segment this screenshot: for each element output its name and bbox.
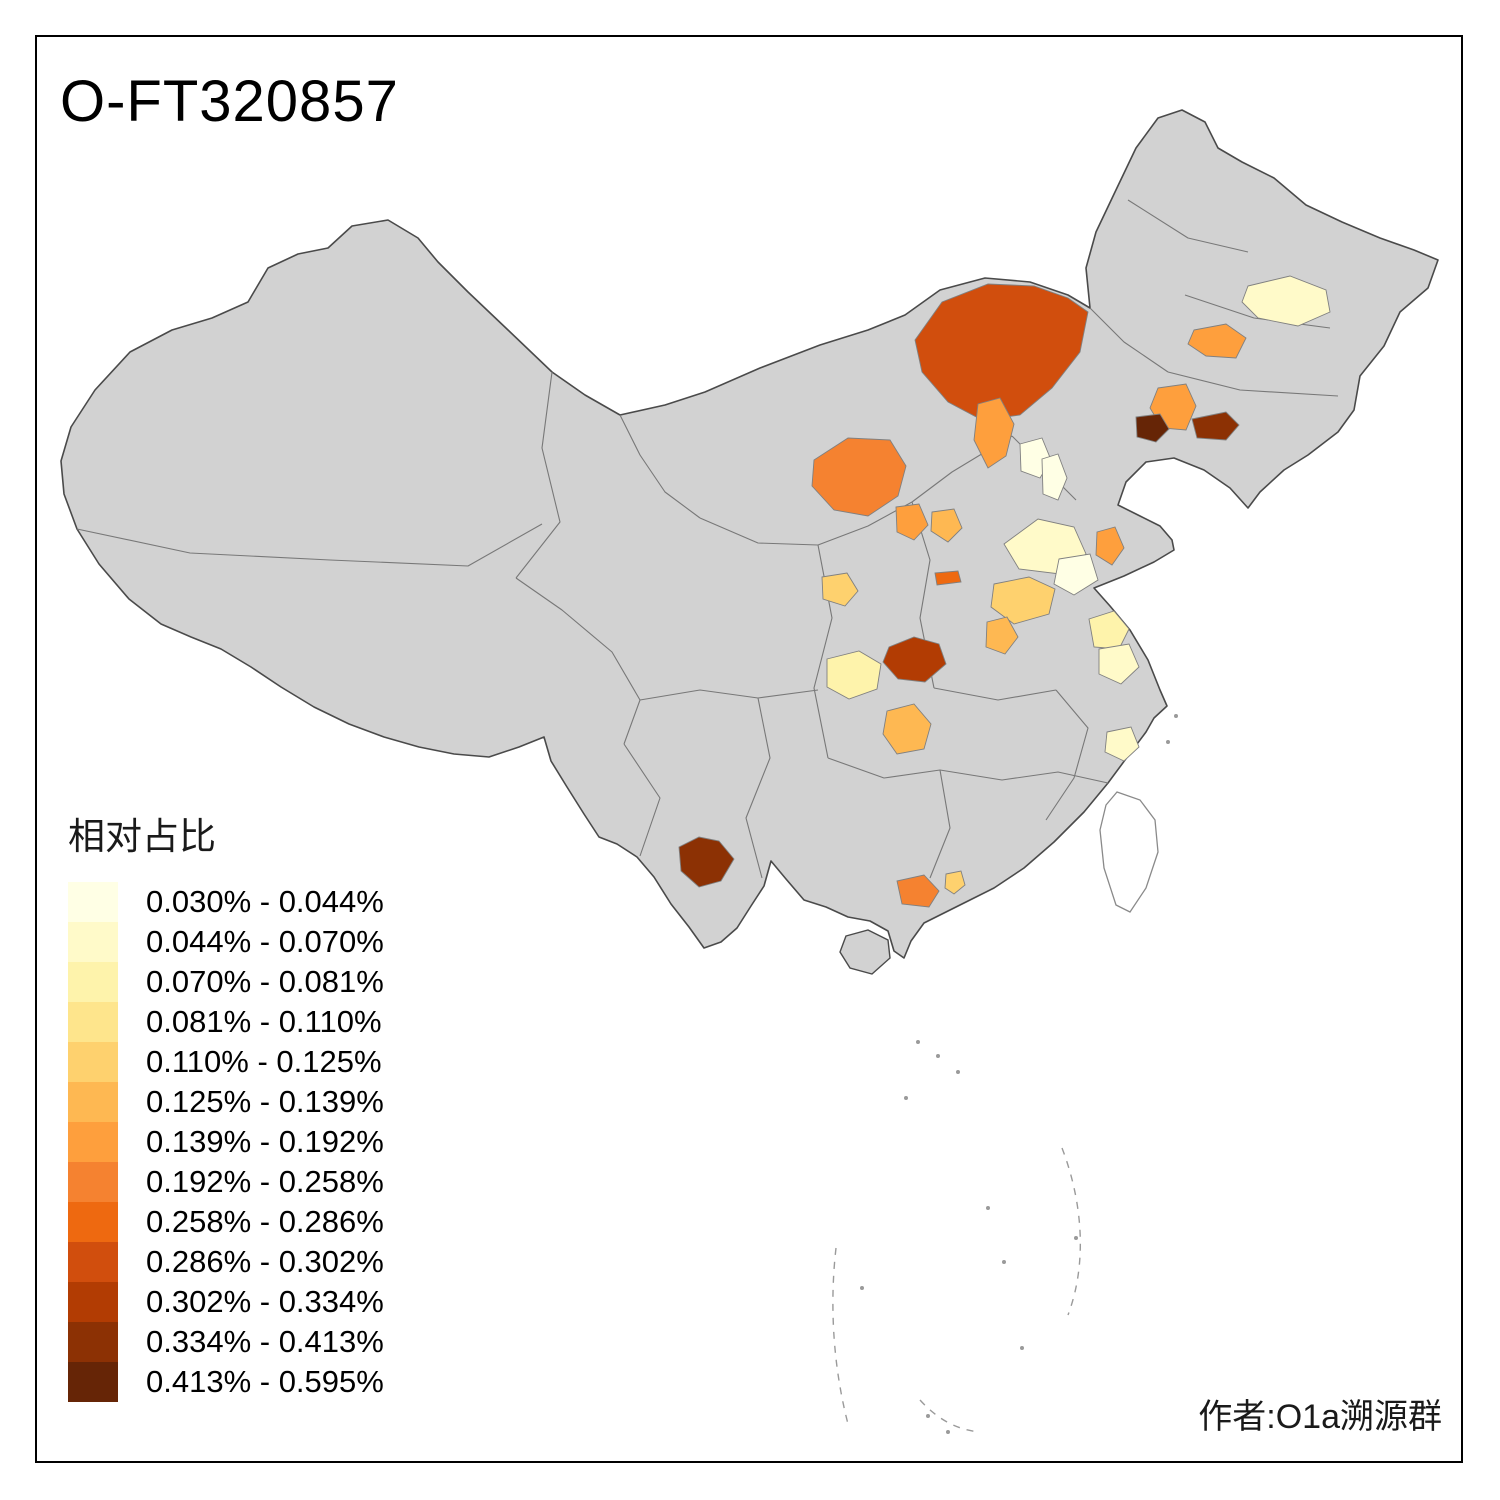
map-region-zhejiang-north	[1104, 726, 1140, 762]
map-region-yunnan-central-dark	[678, 836, 735, 888]
legend-row-6: 0.139% - 0.192%	[68, 1122, 384, 1162]
map-region-jiangsu-north	[1088, 610, 1130, 650]
legend-row-11: 0.334% - 0.413%	[68, 1322, 384, 1362]
legend-swatch	[68, 1002, 118, 1042]
legend-label: 0.286% - 0.302%	[146, 1244, 384, 1279]
map-region-henan-west	[985, 616, 1019, 655]
legend-row-2: 0.070% - 0.081%	[68, 962, 384, 1002]
map-region-guangdong-west	[896, 874, 940, 908]
legend-row-12: 0.413% - 0.595%	[68, 1362, 384, 1402]
taiwan-island	[1099, 791, 1159, 913]
south-china-sea-boundary	[832, 1147, 1082, 1433]
legend-row-9: 0.286% - 0.302%	[68, 1242, 384, 1282]
legend: 相对占比 0.030% - 0.044% 0.044% - 0.070% 0.070…	[68, 806, 384, 1402]
legend-row-10: 0.302% - 0.334%	[68, 1282, 384, 1322]
legend-swatch	[68, 922, 118, 962]
legend-swatch	[68, 1242, 118, 1282]
map-region-liaoning-coast-dark	[1135, 413, 1170, 443]
map-region-heilongjiang-east	[1241, 275, 1331, 327]
legend-label: 0.030% - 0.044%	[146, 884, 384, 919]
legend-swatch	[68, 1362, 118, 1402]
choropleth-regions	[678, 275, 1331, 908]
map-region-guangdong-mid	[944, 870, 966, 895]
legend-label: 0.413% - 0.595%	[146, 1364, 384, 1399]
map-region-inner-mongolia-west	[811, 437, 907, 517]
map-region-shandong-southwest	[990, 576, 1056, 625]
legend-swatch	[68, 1122, 118, 1162]
legend-row-5: 0.125% - 0.139%	[68, 1082, 384, 1122]
legend-row-3: 0.081% - 0.110%	[68, 1002, 384, 1042]
map-region-hunan-northwest	[882, 703, 932, 755]
map-region-shanxi-mid	[930, 508, 963, 543]
map-region-shaanxi-mid	[821, 572, 859, 607]
legend-label: 0.334% - 0.413%	[146, 1324, 384, 1359]
attribution: 作者:O1a溯源群	[1198, 1398, 1442, 1436]
map-region-shandong-peninsula	[1095, 526, 1125, 566]
legend-swatch	[68, 1202, 118, 1242]
legend-title: 相对占比	[68, 816, 216, 857]
map-region-liaoning-east-dark	[1191, 411, 1240, 441]
legend-swatch	[68, 882, 118, 922]
mainland-outline	[60, 109, 1439, 959]
legend-label: 0.192% - 0.258%	[146, 1164, 384, 1199]
map-region-tianjin	[1041, 453, 1068, 501]
legend-label: 0.258% - 0.286%	[146, 1204, 384, 1239]
legend-label: 0.044% - 0.070%	[146, 924, 384, 959]
map-region-hubei-northwest-dark	[882, 636, 947, 683]
legend-row-8: 0.258% - 0.286%	[68, 1202, 384, 1242]
legend-row-0: 0.030% - 0.044%	[68, 882, 384, 922]
legend-swatch	[68, 1282, 118, 1322]
legend-row-7: 0.192% - 0.258%	[68, 1162, 384, 1202]
legend-label: 0.139% - 0.192%	[146, 1124, 384, 1159]
legend-swatch	[68, 962, 118, 1002]
legend-row-4: 0.110% - 0.125%	[68, 1042, 384, 1082]
map-region-shaanxi-south	[826, 650, 882, 700]
map-region-inner-mongolia-central	[914, 283, 1089, 421]
legend-row-1: 0.044% - 0.070%	[68, 922, 384, 962]
map-region-shandong-east	[1053, 553, 1099, 596]
south-china-sea-islets	[860, 714, 1178, 1434]
legend-swatch	[68, 1162, 118, 1202]
legend-label: 0.070% - 0.081%	[146, 964, 384, 999]
legend-label: 0.302% - 0.334%	[146, 1284, 384, 1319]
legend-label: 0.125% - 0.139%	[146, 1084, 384, 1119]
map-region-shanxi-south-sliver	[934, 570, 962, 586]
hainan-island	[839, 929, 891, 975]
map-region-jilin-central	[1187, 323, 1247, 359]
page-title: O-FT320857	[60, 69, 399, 134]
legend-label: 0.110% - 0.125%	[146, 1044, 382, 1079]
map-region-jiangsu-mid	[1098, 643, 1140, 685]
legend-swatch	[68, 1322, 118, 1362]
legend-label: 0.081% - 0.110%	[146, 1004, 382, 1039]
legend-swatch	[68, 1042, 118, 1082]
legend-rows: 0.030% - 0.044% 0.044% - 0.070% 0.070% - 0…	[68, 882, 384, 1402]
legend-swatch	[68, 1082, 118, 1122]
map-region-shanxi-north	[895, 503, 929, 541]
map-region-hebei-north	[973, 397, 1015, 469]
